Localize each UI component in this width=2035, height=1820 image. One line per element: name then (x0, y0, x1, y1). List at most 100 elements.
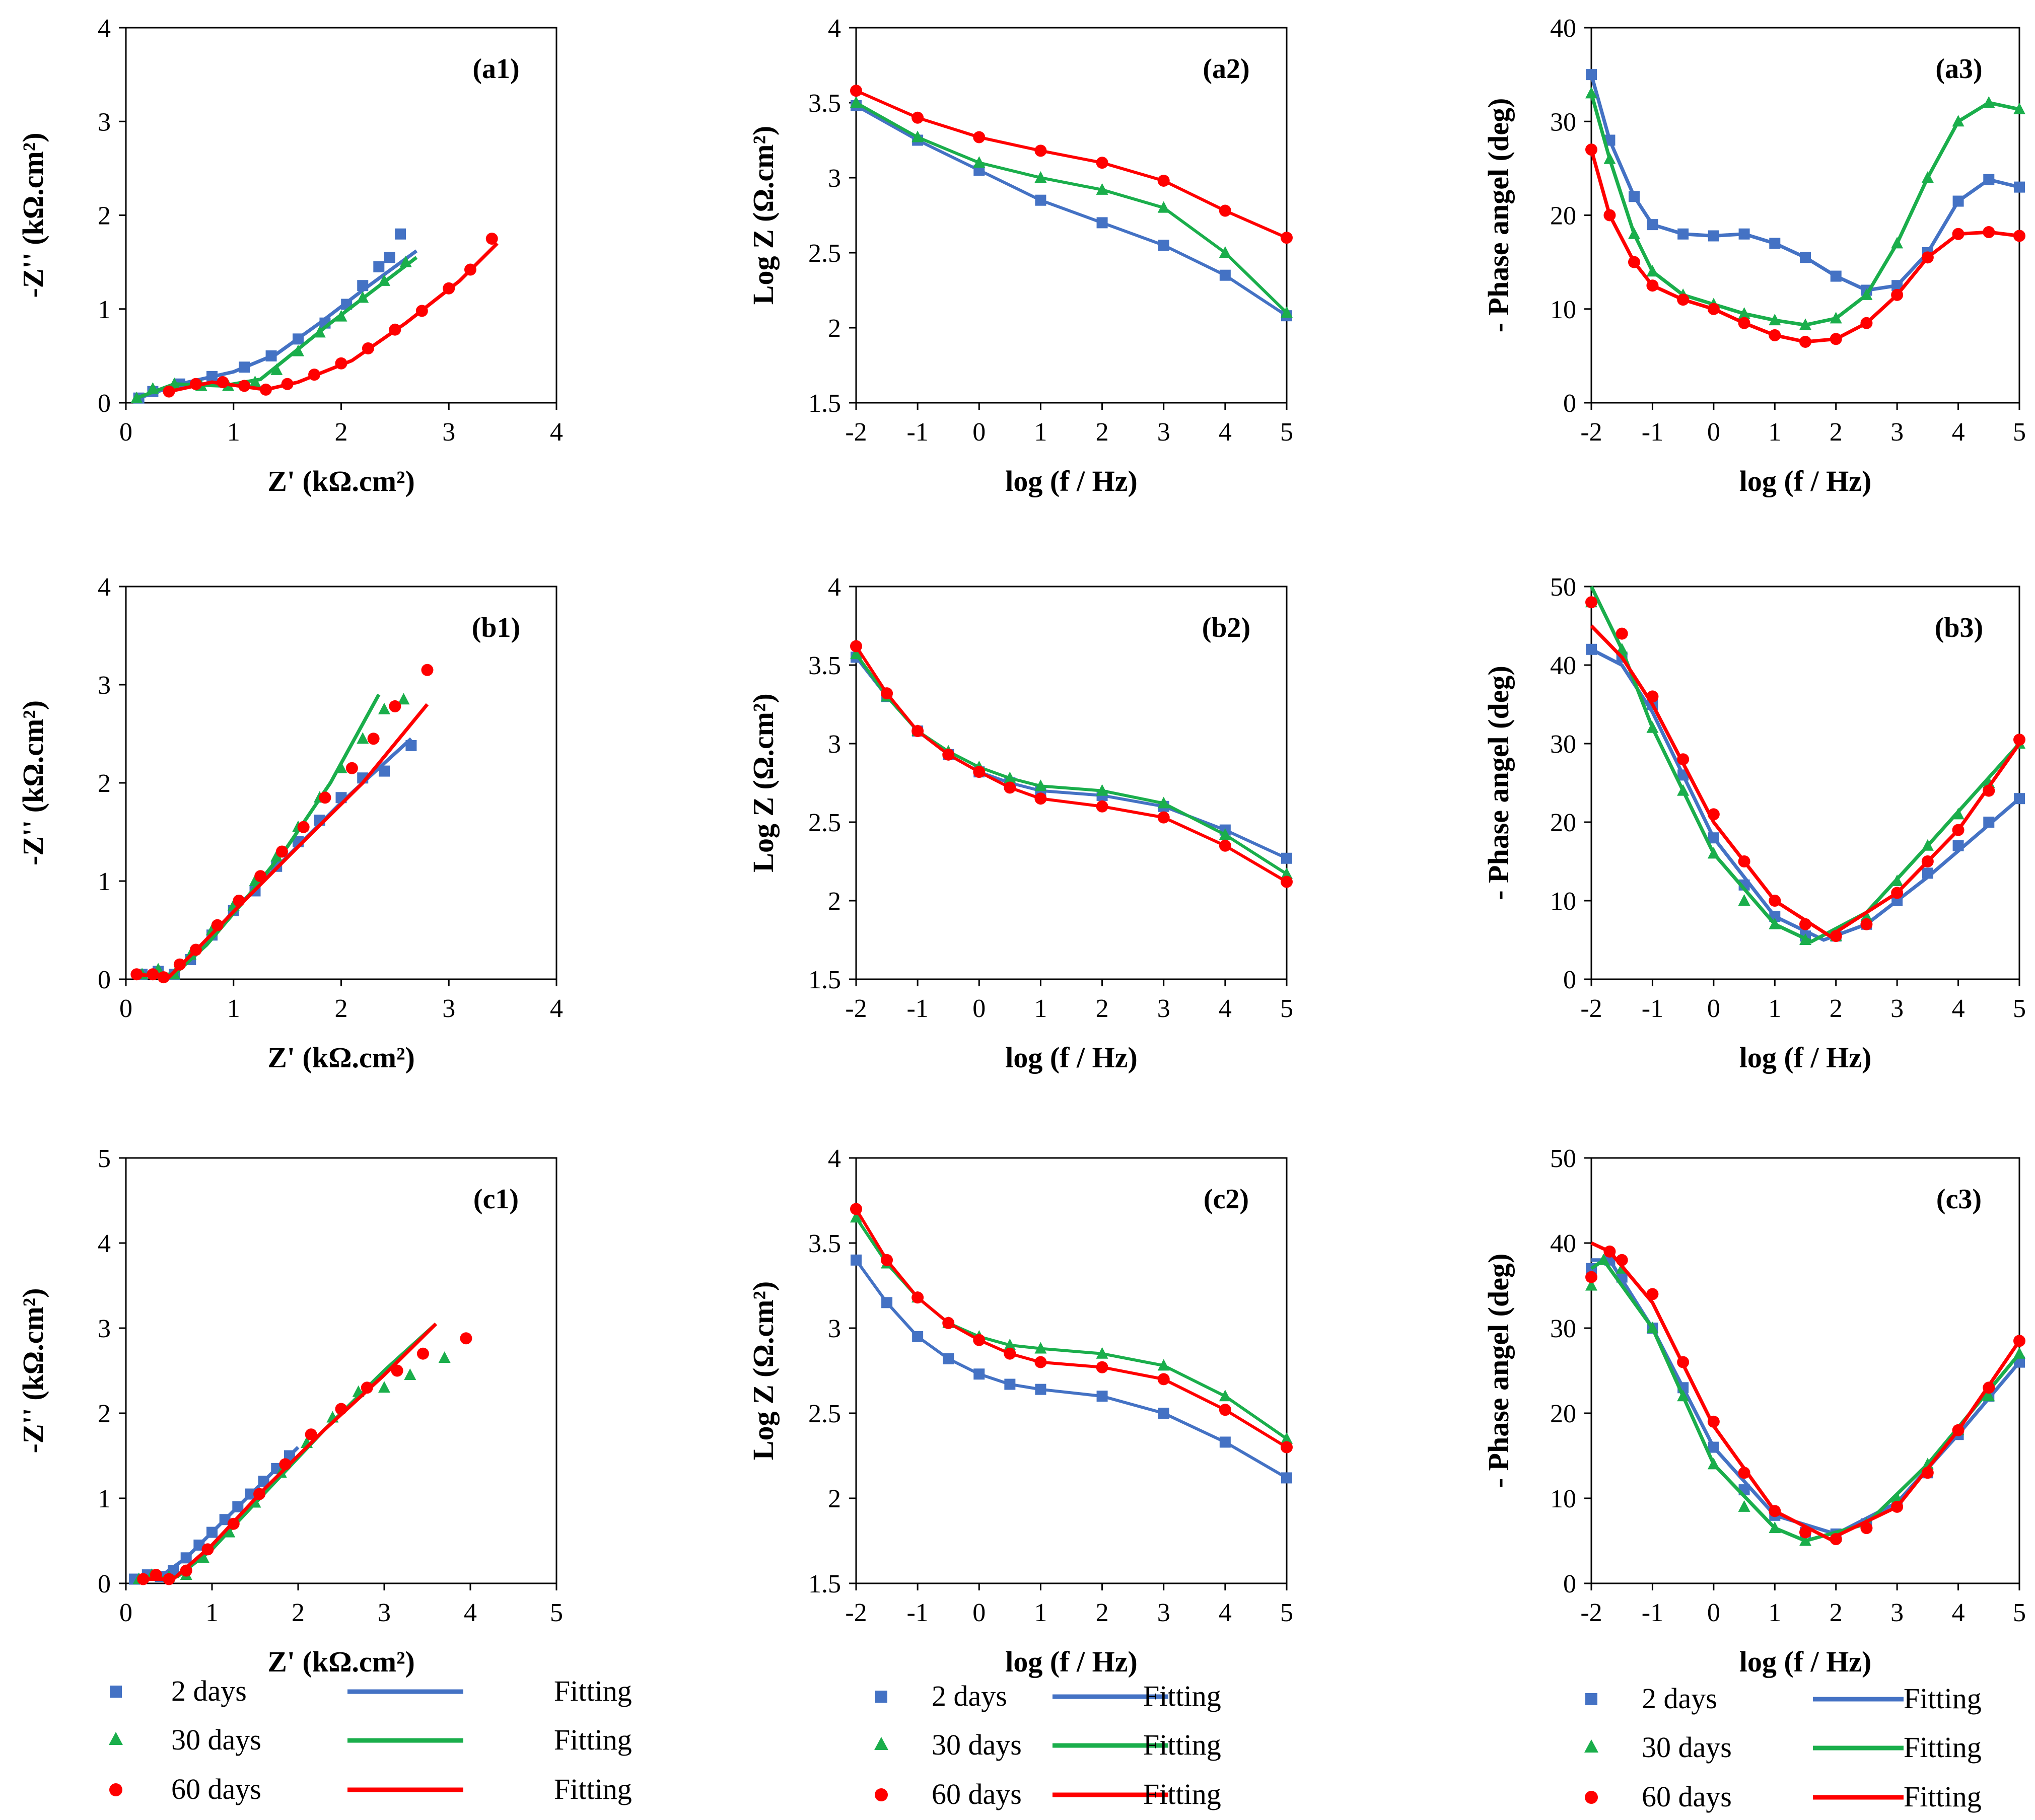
x-axis-label: Z' (kΩ.cm²) (267, 1645, 415, 1678)
y-tick-label: 5 (98, 1144, 111, 1173)
data-point (1219, 1436, 1231, 1448)
data-point (1677, 1356, 1690, 1368)
data-point (1646, 265, 1659, 277)
data-point (1157, 1359, 1170, 1371)
legend-label-60-days: 60 days (1642, 1780, 1732, 1813)
x-tick-label: 5 (1280, 1598, 1293, 1627)
panel-title: (c2) (1204, 1184, 1249, 1215)
data-point (254, 870, 267, 883)
data-point (211, 919, 224, 931)
data-point (1891, 237, 1904, 249)
data-point (232, 1501, 244, 1512)
fit-line (136, 256, 418, 400)
data-point (1034, 144, 1047, 157)
x-tick-label: -2 (1580, 418, 1602, 447)
data-point (1921, 251, 1934, 264)
data-point (1157, 1373, 1170, 1386)
y-axis-label: - Phase angel (deg) (1482, 666, 1515, 900)
x-tick-label: 3 (442, 418, 455, 447)
y-axis-label: - Phase angel (deg) (1482, 98, 1515, 333)
data-point (1281, 867, 1293, 879)
data-point (973, 766, 986, 778)
data-point (357, 732, 369, 744)
series-60-days (163, 233, 499, 398)
data-point (265, 350, 277, 361)
data-point (281, 378, 294, 390)
data-point (1860, 288, 1873, 300)
plot-frame (855, 27, 1288, 404)
chart-panel-a3: -2 -1 0 1 2 3 4 5 0 10 20 30 40 log (f / Hz) - Phase a… (1482, 14, 2026, 497)
data-point (1769, 314, 1781, 326)
data-point (130, 968, 143, 981)
y-tick-label: 1.5 (808, 1570, 841, 1598)
y-tick-label: 4 (828, 573, 841, 602)
data-point (1034, 1342, 1047, 1354)
x-axis-label: log (f / Hz) (1005, 1645, 1138, 1678)
data-point (1922, 867, 1933, 879)
data-point (180, 1552, 192, 1564)
y-tick-label: 1.5 (808, 966, 841, 994)
x-tick-label: -1 (906, 994, 928, 1023)
data-point (1219, 246, 1231, 258)
data-point (238, 380, 251, 392)
data-point (345, 762, 358, 774)
legend-marker-60-days (1585, 1791, 1598, 1804)
series-30-days (130, 255, 418, 403)
data-point (1738, 228, 1750, 240)
series-60-days (850, 85, 1293, 244)
data-point (1034, 171, 1047, 183)
legend-marker-60-days (109, 1783, 122, 1796)
data-point (850, 1211, 862, 1223)
panel-title: (a1) (472, 53, 519, 85)
x-tick-label: 0 (1707, 994, 1720, 1023)
legend-fit-label-2-days: Fitting (554, 1675, 632, 1707)
data-point (1096, 1391, 1108, 1402)
data-point (1281, 1472, 1292, 1484)
data-point (1585, 596, 1597, 609)
data-point (1738, 1500, 1750, 1512)
x-axis-label: log (f / Hz) (1739, 465, 1872, 497)
data-point (201, 1543, 214, 1556)
data-point (1860, 317, 1873, 329)
x-tick-label: 3 (1157, 418, 1170, 447)
y-tick-label: 2 (828, 314, 841, 343)
data-point (1004, 1338, 1016, 1350)
series-line (855, 101, 1288, 314)
y-tick-label: 3 (828, 164, 841, 193)
data-point (2014, 793, 2025, 805)
data-point (850, 1203, 862, 1215)
data-point (1983, 96, 1995, 108)
x-axis-label: Z' (kΩ.cm²) (267, 1041, 415, 1074)
data-point (2013, 230, 2025, 242)
y-tick-label: 40 (1550, 1229, 1576, 1258)
data-point (319, 791, 331, 804)
series-2-days (1586, 643, 2025, 942)
chart-panel-c1: 0 1 2 3 4 5 0 1 2 3 4 5 Z' (kΩ.cm²) -Z'' (kΩ.cm²) (c1) (17, 1144, 563, 1678)
data-point (1952, 840, 1964, 851)
data-point (485, 233, 498, 245)
data-point (1629, 191, 1640, 202)
data-point (173, 958, 186, 971)
plot-frame (1590, 1157, 2020, 1584)
x-axis-label: log (f / Hz) (1739, 1645, 1872, 1678)
x-tick-label: 2 (1830, 994, 1843, 1023)
chart-panel-b1: 0 1 2 3 4 0 1 2 3 4 Z' (kΩ.cm²) -Z'' (kΩ.cm²) (b1) (17, 573, 563, 1074)
data-point (1219, 839, 1231, 852)
data-point (233, 895, 245, 907)
data-point (384, 252, 395, 263)
data-point (259, 383, 272, 396)
x-tick-label: 0 (972, 994, 986, 1023)
data-point (1799, 318, 1811, 330)
data-point (415, 305, 428, 317)
y-tick-label: 2 (98, 202, 111, 231)
data-point (1921, 1467, 1934, 1479)
data-point (1157, 796, 1170, 809)
data-point (1799, 933, 1811, 945)
data-point (1921, 839, 1934, 851)
y-tick-label: 40 (1550, 14, 1576, 43)
data-point (163, 1573, 175, 1585)
data-point (2013, 1335, 2025, 1347)
data-point (1281, 232, 1293, 244)
